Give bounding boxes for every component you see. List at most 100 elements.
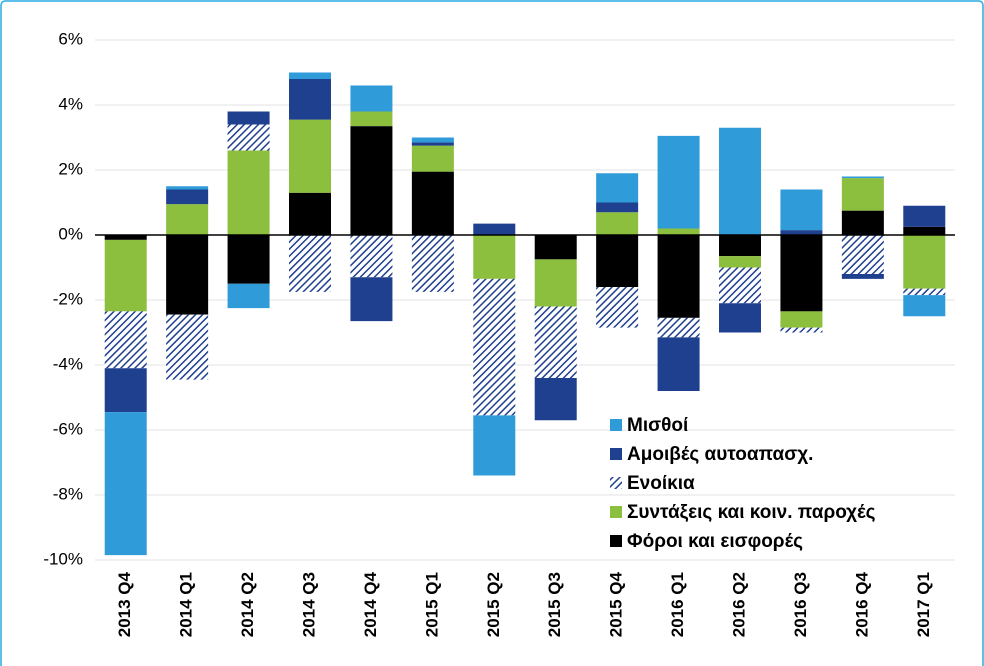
bar-segment — [596, 212, 639, 235]
bar-segment — [350, 111, 393, 127]
bar-segment — [104, 239, 147, 312]
bar-segment — [350, 235, 393, 278]
bar-segment — [227, 150, 270, 235]
bar-segment — [289, 192, 331, 235]
bar-segment — [903, 235, 946, 289]
bar-segment — [657, 228, 700, 235]
bar-segment — [289, 79, 331, 120]
y-tick-label: -8% — [53, 484, 83, 503]
bar-segment — [166, 189, 209, 205]
legend-label: Ενοίκια — [627, 473, 695, 494]
bar-segment — [780, 311, 823, 328]
bar-segment — [719, 267, 761, 304]
legend-swatch — [610, 419, 622, 431]
bar-segment — [657, 337, 700, 391]
bar-segment — [841, 235, 884, 274]
x-tick-label: 2016 Q4 — [852, 571, 871, 637]
legend-label: Συντάξεις και κοιν. παροχές — [627, 502, 876, 523]
x-tick-label: 2014 Q1 — [177, 572, 196, 637]
bar-segment — [534, 259, 577, 307]
bar-segment — [411, 137, 454, 143]
bar-segment — [104, 235, 147, 240]
bar-segment — [780, 189, 823, 231]
bar-segment — [104, 311, 147, 369]
bar-segment — [657, 317, 700, 338]
bar-segment — [166, 235, 209, 315]
bar-segment — [780, 327, 823, 333]
bar-segment — [534, 235, 577, 260]
bar-segment — [289, 72, 331, 79]
bar-segment — [411, 171, 454, 235]
bar-segment — [104, 368, 147, 413]
bar-segment — [411, 145, 454, 172]
y-tick-label: -2% — [53, 289, 83, 308]
y-tick-label: -6% — [53, 419, 83, 438]
legend-swatch — [610, 448, 622, 460]
bar-segment — [473, 278, 516, 416]
x-tick-label: 2015 Q3 — [545, 572, 564, 637]
bar-segment — [657, 135, 700, 229]
bar-segment — [534, 306, 577, 378]
bar-segment — [719, 303, 761, 333]
bar-segment — [411, 142, 454, 146]
bar-segment — [903, 288, 946, 296]
bar-segment — [227, 124, 270, 151]
bar-segment — [841, 178, 884, 211]
x-tick-label: 2014 Q4 — [361, 571, 380, 637]
bar-segment — [227, 283, 270, 309]
bar-segment — [166, 314, 209, 380]
bar-segment — [780, 230, 823, 235]
bar-segment — [903, 295, 946, 317]
bar-segment — [473, 415, 516, 476]
bar-segment — [841, 210, 884, 235]
legend-swatch — [610, 506, 622, 518]
bar-segment — [903, 205, 946, 227]
bar-segment — [473, 235, 516, 279]
legend-swatch — [610, 535, 622, 547]
x-tick-label: 2015 Q2 — [484, 572, 503, 637]
legend-label: Φόροι και εισφορές — [627, 531, 803, 552]
bar-segment — [534, 378, 577, 421]
bar-segment — [596, 235, 639, 287]
bar-segment — [166, 204, 209, 235]
bar-segment — [473, 223, 516, 235]
x-tick-label: 2014 Q2 — [238, 572, 257, 637]
bar-segment — [166, 186, 209, 190]
bar-segment — [841, 274, 884, 279]
y-tick-label: 4% — [58, 94, 83, 113]
bar-segment — [719, 127, 761, 235]
bar-segment — [411, 235, 454, 292]
y-tick-label: 6% — [58, 29, 83, 48]
x-tick-label: 2015 Q1 — [422, 572, 441, 637]
bar-segment — [350, 85, 393, 112]
x-tick-label: 2014 Q3 — [299, 572, 318, 637]
legend-label: Αμοιβές αυτοαπασχ. — [627, 444, 813, 465]
bar-segment — [719, 235, 761, 257]
bar-segment — [289, 235, 331, 292]
y-tick-label: -4% — [53, 354, 83, 373]
y-tick-label: 2% — [58, 159, 83, 178]
bar-segment — [719, 256, 761, 268]
bar-segment — [780, 235, 823, 312]
x-tick-label: 2017 Q1 — [914, 572, 933, 637]
bar-segment — [596, 202, 639, 213]
x-tick-label: 2016 Q1 — [668, 572, 687, 637]
x-tick-label: 2013 Q4 — [115, 571, 134, 637]
bar-segment — [903, 226, 946, 235]
bar-segment — [657, 235, 700, 318]
bar-segment — [350, 277, 393, 322]
x-tick-label: 2015 Q4 — [607, 571, 626, 637]
legend-label: Μισθοί — [627, 415, 688, 436]
legend-swatch — [610, 477, 622, 489]
bar-segment — [841, 176, 884, 179]
bar-segment — [289, 119, 331, 193]
bar-segment — [596, 173, 639, 203]
bar-segment — [104, 412, 147, 556]
y-tick-label: -10% — [43, 549, 83, 568]
bar-segment — [596, 287, 639, 328]
bar-segment — [227, 111, 270, 125]
x-tick-label: 2016 Q3 — [791, 572, 810, 637]
y-tick-label: 0% — [58, 224, 83, 243]
